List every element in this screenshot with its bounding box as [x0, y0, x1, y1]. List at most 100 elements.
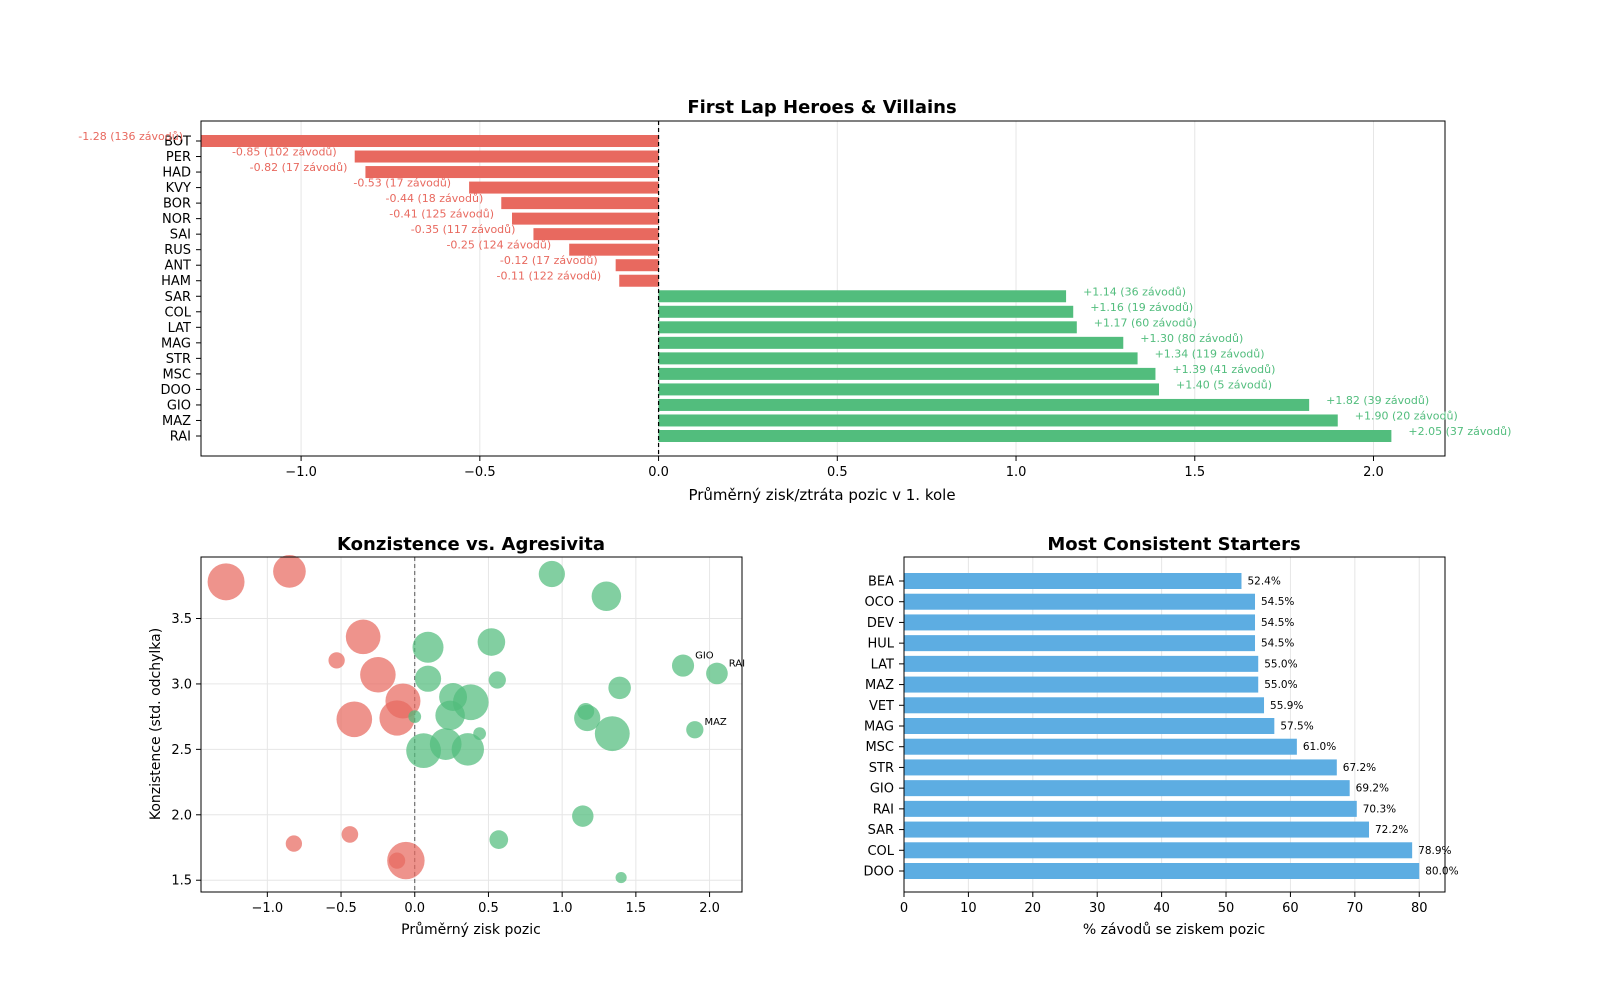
chart1-bar-rai [658, 430, 1392, 442]
chart3-category-label: BEA [868, 575, 894, 590]
chart1-bar-per [354, 150, 659, 163]
chart1-bar-ant [615, 259, 659, 272]
chart1-x-tick-label: 0.5 [827, 465, 848, 480]
chart1-bars [201, 135, 1392, 442]
chart1-category-labels: BOTPERHADKVYBORNORSAIRUSANTHAMSARCOLLATM… [161, 135, 201, 445]
chart1-bar-bor [501, 197, 659, 210]
chart3-category-label: COL [867, 844, 894, 859]
chart1-data-label: -0.82 (17 závodů) [250, 161, 348, 174]
chart2-point [360, 657, 396, 693]
chart3-bar-oco [904, 593, 1256, 610]
chart3-data-label: 72.2% [1375, 824, 1408, 836]
chart2-point [451, 733, 485, 766]
chart3-category-label: RAI [873, 802, 894, 817]
chart2-y-tick-label: 2.5 [171, 743, 192, 758]
chart3-bar-gio [904, 780, 1350, 797]
chart2-point [706, 662, 728, 685]
chart1-x-tick-label: 0.0 [648, 465, 669, 480]
chart1-x-tick-label: −1.0 [285, 465, 317, 480]
chart1-category-label: BOR [163, 197, 191, 212]
chart2-point [414, 665, 442, 692]
chart1-bar-nor [512, 212, 659, 225]
chart3-data-label: 54.5% [1261, 596, 1294, 608]
chart1-category-label: MAZ [162, 414, 191, 429]
chart1-bar-gio [658, 398, 1310, 411]
chart1-bar-maz [658, 414, 1338, 427]
chart1-category-label: SAI [170, 228, 191, 243]
chart1-category-label: LAT [168, 321, 191, 336]
chart1-data-label: +1.30 (80 závodů) [1140, 332, 1243, 345]
chart1-x-tick-label: 1.0 [1006, 465, 1027, 480]
chart2-points [207, 555, 728, 884]
chart3-title: Most Consistent Starters [1047, 534, 1300, 555]
chart1-category-label: BOT [164, 135, 191, 150]
chart1-category-label: RAI [170, 430, 191, 445]
chart2-x-tick-label: −0.5 [325, 901, 357, 916]
chart1-category-label: MSC [162, 367, 191, 382]
chart3-data-label: 67.2% [1343, 762, 1376, 774]
chart2-point [608, 676, 631, 700]
chart3-bar-mag [904, 718, 1275, 734]
chart2-point [488, 671, 506, 689]
chart2-point [591, 581, 622, 612]
chart1-bar-msc [658, 367, 1156, 380]
chart3-x-axis-label: % závodů se ziskem pozic [1083, 922, 1265, 938]
chart3-data-label: 57.5% [1280, 721, 1313, 733]
chart2-point-label-gio: GIO [695, 651, 714, 662]
chart2-point [452, 684, 489, 721]
chart2-point [345, 619, 381, 655]
chart1-data-label: -0.41 (125 závodů) [389, 208, 494, 221]
chart1-x-axis-label: Průměrný zisk/ztráta pozic v 1. kole [688, 486, 955, 504]
chart2-x-tick-label: −1.0 [252, 901, 284, 916]
consistency-scatter-chart: Konzistence vs. Agresivita −1.0 −0.5 0.0 0.… [148, 534, 745, 938]
chart2-point [574, 704, 601, 732]
chart2-x-tick-label: 1.5 [626, 901, 647, 916]
chart3-category-label: OCO [864, 595, 894, 610]
chart3-category-label: STR [869, 761, 894, 776]
chart3-bar-sar [904, 821, 1370, 838]
chart2-point-label-maz: MAZ [704, 717, 726, 728]
chart1-x-tick-label: −0.5 [464, 465, 496, 480]
chart1-x-tick-label: 2.0 [1363, 465, 1384, 480]
chart2-point [671, 654, 695, 677]
chart2-title: Konzistence vs. Agresivita [337, 534, 605, 555]
chart1-data-labels: -1.28 (136 závodů) -0.85 (102 závodů) -0.8… [78, 130, 1511, 438]
chart3-data-label: 69.2% [1356, 783, 1389, 795]
chart1-data-label: +1.14 (36 závodů) [1083, 285, 1186, 298]
chart2-point [572, 805, 594, 827]
chart3-x-tick-label: 10 [960, 901, 977, 916]
chart3-data-label: 54.5% [1261, 617, 1294, 629]
chart1-data-label: -0.11 (122 závodů) [496, 270, 601, 283]
chart3-x-tick-label: 0 [900, 901, 908, 916]
chart3-category-label: VET [869, 699, 894, 714]
chart2-point [489, 830, 509, 850]
chart2-point [594, 716, 630, 752]
chart3-bar-rai [904, 800, 1357, 817]
chart2-point [336, 701, 373, 738]
chart3-bar-lat [904, 655, 1259, 672]
chart2-point [387, 841, 425, 880]
chart3-data-label: 55.9% [1270, 700, 1303, 712]
chart1-bar-doo [658, 383, 1160, 396]
chart1-data-label: -0.85 (102 závodů) [232, 146, 337, 159]
chart2-x-tick-label: 0.0 [404, 901, 425, 916]
chart3-frame [903, 556, 1446, 893]
chart1-data-label: -0.53 (17 závodů) [353, 177, 451, 190]
chart3-data-label: 55.0% [1264, 679, 1297, 691]
chart2-y-tick-label: 1.5 [171, 874, 192, 889]
chart1-bar-kvy [469, 181, 659, 194]
chart2-point [412, 631, 444, 663]
chart1-data-label: -1.28 (136 závodů) [78, 130, 183, 143]
chart3-category-label: GIO [870, 782, 894, 797]
chart3-x-ticks: 0 10 20 30 40 50 60 70 80 [900, 892, 1428, 916]
chart2-point [408, 710, 422, 724]
chart1-category-label: SAR [165, 290, 191, 305]
chart1-category-label: ANT [164, 259, 191, 274]
chart1-category-label: MAG [161, 336, 191, 351]
chart3-bar-msc [904, 738, 1297, 755]
chart1-bar-sar [658, 290, 1067, 303]
chart1-category-label: GIO [167, 398, 191, 413]
chart1-bar-str [658, 352, 1138, 365]
chart2-y-tick-label: 3.5 [171, 612, 192, 627]
